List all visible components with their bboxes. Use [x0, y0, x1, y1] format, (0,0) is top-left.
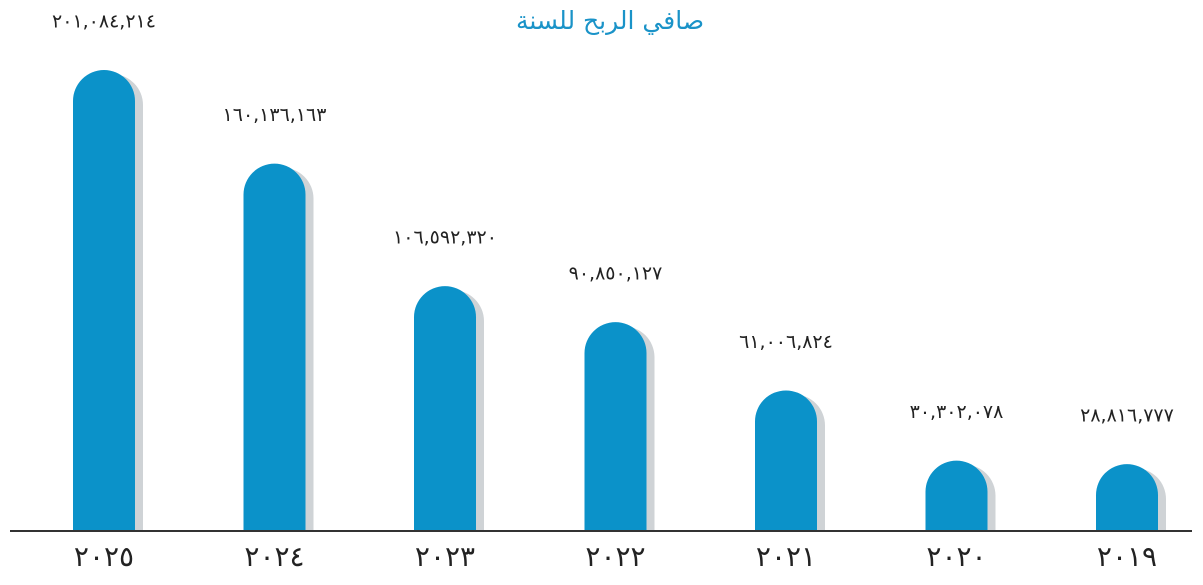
x-tick-label: ٢٠٢١ [756, 540, 816, 573]
x-tick-label: ٢٠٢٥ [74, 540, 134, 573]
value-label: ٢٠١,٠٨٤,٢١٤ [52, 11, 156, 33]
value-label: ٦١,٠٠٦,٨٢٤ [739, 331, 833, 353]
value-label: ٩٠,٨٥٠,١٢٧ [569, 263, 663, 285]
bar [925, 460, 988, 530]
value-label: ١٠٦,٥٩٢,٣٢٠ [393, 227, 497, 249]
x-tick-label: ٢٠٢٤ [244, 540, 304, 573]
bar [243, 163, 306, 530]
x-tick-label: ٢٠٢٢ [585, 540, 645, 573]
value-label: ٣٠,٣٠٢,٠٧٨ [910, 401, 1004, 423]
bar [1096, 464, 1158, 530]
value-label: ١٦٠,١٣٦,١٦٣ [223, 104, 327, 126]
x-tick-label: ٢٠٢٣ [415, 540, 475, 573]
value-label: ٢٨,٨١٦,٧٧٧ [1080, 405, 1174, 427]
x-tick-label: ٢٠١٩ [1097, 540, 1157, 573]
x-tick-label: ٢٠٢٠ [926, 540, 986, 573]
bar [414, 286, 476, 530]
bar [755, 390, 817, 530]
bar [73, 70, 135, 530]
chart-title: صافي الربح للسنة [516, 6, 704, 36]
bar [584, 322, 647, 530]
